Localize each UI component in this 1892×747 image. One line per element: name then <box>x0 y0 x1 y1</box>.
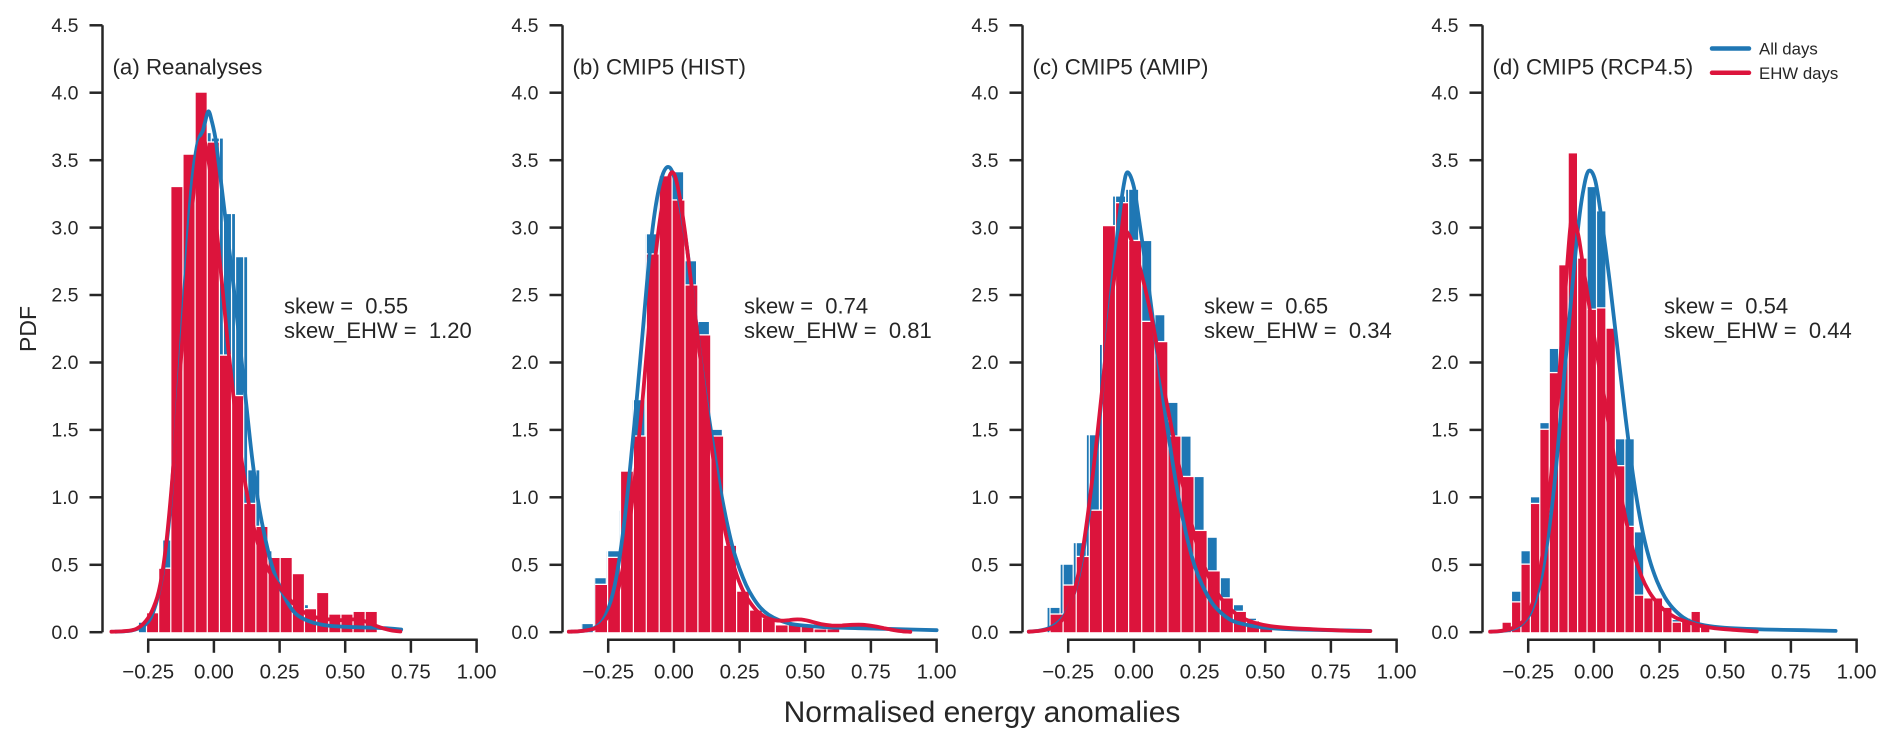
svg-text:0.75: 0.75 <box>1311 660 1351 683</box>
svg-text:1.5: 1.5 <box>51 420 78 442</box>
svg-text:−0.25: −0.25 <box>122 660 174 683</box>
svg-text:1.00: 1.00 <box>1377 660 1417 683</box>
svg-text:2.5: 2.5 <box>971 285 998 307</box>
svg-text:4.0: 4.0 <box>511 82 538 104</box>
svg-text:0.25: 0.25 <box>720 660 760 683</box>
svg-text:skew = 0.65: skew = 0.65 <box>1204 294 1328 319</box>
svg-text:1.0: 1.0 <box>1431 487 1458 509</box>
svg-text:0.0: 0.0 <box>511 622 538 644</box>
svg-text:(d) CMIP5 (RCP4.5): (d) CMIP5 (RCP4.5) <box>1493 55 1694 80</box>
svg-text:EHW days: EHW days <box>1759 64 1838 83</box>
svg-text:3.5: 3.5 <box>51 150 78 172</box>
svg-text:0.00: 0.00 <box>654 660 694 683</box>
svg-text:4.5: 4.5 <box>1431 15 1458 37</box>
svg-text:2.5: 2.5 <box>1431 285 1458 307</box>
svg-text:skew_EHW = 0.34: skew_EHW = 0.34 <box>1204 318 1392 343</box>
svg-text:−0.25: −0.25 <box>582 660 634 683</box>
svg-text:0.00: 0.00 <box>1574 660 1614 683</box>
svg-text:1.0: 1.0 <box>51 487 78 509</box>
svg-text:4.5: 4.5 <box>971 15 998 37</box>
svg-text:(b) CMIP5 (HIST): (b) CMIP5 (HIST) <box>573 55 746 80</box>
svg-text:0.75: 0.75 <box>391 660 431 683</box>
svg-text:1.5: 1.5 <box>1431 420 1458 442</box>
svg-text:−0.25: −0.25 <box>1042 660 1094 683</box>
svg-text:0.0: 0.0 <box>971 622 998 644</box>
svg-text:Normalised energy anomalies: Normalised energy anomalies <box>784 696 1181 729</box>
svg-text:2.0: 2.0 <box>971 352 998 374</box>
svg-text:1.0: 1.0 <box>511 487 538 509</box>
svg-text:1.00: 1.00 <box>917 660 957 683</box>
svg-text:4.0: 4.0 <box>971 82 998 104</box>
svg-text:skew = 0.54: skew = 0.54 <box>1664 294 1788 319</box>
svg-text:0.50: 0.50 <box>785 660 825 683</box>
svg-text:−0.25: −0.25 <box>1502 660 1554 683</box>
svg-text:0.5: 0.5 <box>1431 555 1458 577</box>
svg-text:1.0: 1.0 <box>971 487 998 509</box>
svg-text:0.0: 0.0 <box>1431 622 1458 644</box>
svg-text:0.75: 0.75 <box>851 660 891 683</box>
svg-text:0.5: 0.5 <box>511 555 538 577</box>
svg-text:PDF: PDF <box>15 306 41 352</box>
svg-text:0.75: 0.75 <box>1771 660 1811 683</box>
svg-text:0.50: 0.50 <box>1705 660 1745 683</box>
svg-text:4.5: 4.5 <box>51 15 78 37</box>
svg-text:3.5: 3.5 <box>1431 150 1458 172</box>
svg-text:1.00: 1.00 <box>1837 660 1877 683</box>
svg-text:2.0: 2.0 <box>511 352 538 374</box>
svg-text:1.5: 1.5 <box>971 420 998 442</box>
svg-text:0.00: 0.00 <box>194 660 234 683</box>
svg-text:1.00: 1.00 <box>457 660 497 683</box>
svg-text:4.0: 4.0 <box>51 82 78 104</box>
svg-text:All days: All days <box>1759 40 1818 59</box>
svg-text:(a) Reanalyses: (a) Reanalyses <box>113 55 263 80</box>
svg-text:3.0: 3.0 <box>511 217 538 239</box>
svg-text:3.0: 3.0 <box>971 217 998 239</box>
svg-text:2.5: 2.5 <box>51 285 78 307</box>
svg-text:4.0: 4.0 <box>1431 82 1458 104</box>
svg-text:2.5: 2.5 <box>511 285 538 307</box>
svg-text:0.25: 0.25 <box>1640 660 1680 683</box>
svg-text:skew = 0.55: skew = 0.55 <box>284 294 408 319</box>
svg-text:4.5: 4.5 <box>511 15 538 37</box>
svg-text:0.25: 0.25 <box>260 660 300 683</box>
svg-text:0.5: 0.5 <box>971 555 998 577</box>
svg-text:skew_EHW = 1.20: skew_EHW = 1.20 <box>284 318 472 343</box>
svg-text:skew_EHW = 0.44: skew_EHW = 0.44 <box>1664 318 1852 343</box>
svg-text:skew = 0.74: skew = 0.74 <box>744 294 868 319</box>
svg-text:0.25: 0.25 <box>1180 660 1220 683</box>
svg-text:0.50: 0.50 <box>325 660 365 683</box>
svg-text:2.0: 2.0 <box>51 352 78 374</box>
svg-text:2.0: 2.0 <box>1431 352 1458 374</box>
svg-text:0.50: 0.50 <box>1245 660 1285 683</box>
svg-text:0.00: 0.00 <box>1114 660 1154 683</box>
svg-text:3.5: 3.5 <box>511 150 538 172</box>
svg-text:3.0: 3.0 <box>51 217 78 239</box>
svg-text:3.5: 3.5 <box>971 150 998 172</box>
svg-text:3.0: 3.0 <box>1431 217 1458 239</box>
svg-text:1.5: 1.5 <box>511 420 538 442</box>
svg-text:(c) CMIP5 (AMIP): (c) CMIP5 (AMIP) <box>1033 55 1209 80</box>
svg-text:0.5: 0.5 <box>51 555 78 577</box>
svg-text:0.0: 0.0 <box>51 622 78 644</box>
svg-text:skew_EHW = 0.81: skew_EHW = 0.81 <box>744 318 932 343</box>
